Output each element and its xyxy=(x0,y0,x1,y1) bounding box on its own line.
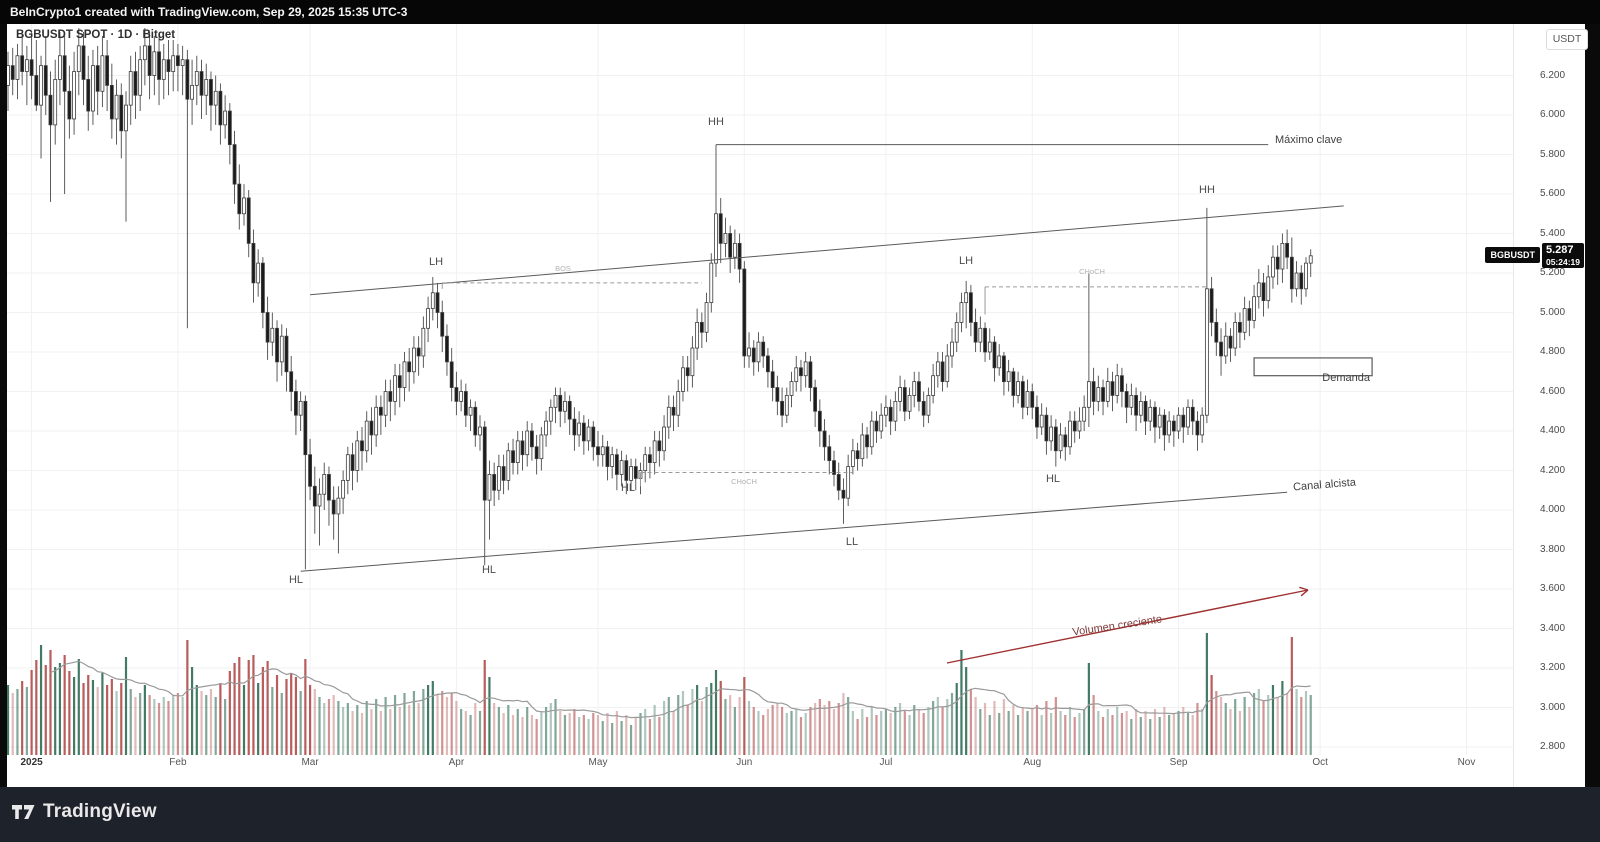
watermark-text: BeInCrypto1 created with TradingView.com… xyxy=(10,5,408,19)
price-tick-label: 4.800 xyxy=(1540,346,1566,357)
annotation-key-high[interactable]: Máximo clave xyxy=(1275,134,1343,146)
symbol-legend[interactable]: BGBUSDT SPOT · 1D · Bitget xyxy=(16,29,176,41)
price-tick-label: 3.600 xyxy=(1540,583,1566,594)
last-price-badge: BGBUSDT 5.287 05:24:19 xyxy=(1485,242,1584,268)
swing-label-hl: HL xyxy=(1045,473,1061,485)
price-tick-label: 5.400 xyxy=(1540,227,1566,239)
demand-zone-rect[interactable] xyxy=(1253,357,1373,377)
footer-bar: TradingView xyxy=(0,787,1600,842)
time-tick-label: Sep xyxy=(1169,757,1188,768)
grid-lines xyxy=(7,24,1513,755)
badge-price: 5.287 xyxy=(1545,243,1574,256)
structure-label-choch: CHoCH xyxy=(1079,267,1105,276)
price-tick-label: 6.000 xyxy=(1540,109,1566,120)
time-tick-label: May xyxy=(588,757,608,768)
price-tick-label: 6.200 xyxy=(1540,69,1566,81)
user-drawings xyxy=(300,144,1373,664)
price-tick-label: 5.600 xyxy=(1540,188,1566,199)
price-tick-label: 4.000 xyxy=(1540,504,1566,515)
time-tick-label: Apr xyxy=(448,757,465,768)
chart-panel xyxy=(7,24,1585,787)
currency-toggle-button[interactable]: USDT xyxy=(1546,29,1588,50)
swing-label-hl: HL xyxy=(481,564,497,576)
structure-label-choch: CHoCH xyxy=(731,477,757,486)
structure-label-bos: BOS xyxy=(555,264,571,273)
swing-label-hl: HL xyxy=(620,482,636,494)
time-tick-label: Jul xyxy=(879,757,893,768)
channel-lower-line[interactable] xyxy=(300,491,1288,572)
rising-volume-arrow[interactable] xyxy=(946,589,1309,664)
price-tick-label: 2.800 xyxy=(1540,741,1566,752)
price-tick-label: 3.200 xyxy=(1540,662,1566,673)
volume-series xyxy=(7,633,1312,755)
price-tick-label: 3.000 xyxy=(1540,701,1566,713)
time-tick-label: Mar xyxy=(301,757,319,768)
price-tick-label: 5.200 xyxy=(1540,267,1566,278)
price-tick-label: 3.400 xyxy=(1540,622,1566,634)
swing-label-hl: HL xyxy=(288,574,304,586)
swing-label-lh: LH xyxy=(958,255,974,267)
tradingview-logo[interactable]: TradingView xyxy=(12,801,157,823)
watermark-header-bar: BeInCrypto1 created with TradingView.com… xyxy=(0,0,1600,24)
badge-countdown-timer: 05:24:19 xyxy=(1545,256,1580,267)
time-tick-label: Jun xyxy=(736,757,753,768)
time-tick-label: Feb xyxy=(169,757,187,768)
tradingview-logo-icon xyxy=(12,805,35,819)
swing-label-ll: LL xyxy=(845,536,859,548)
price-tick-label: 4.200 xyxy=(1540,464,1566,476)
price-axis-divider xyxy=(1513,24,1514,787)
price-tick-label: 4.600 xyxy=(1540,385,1566,397)
price-tick-label: 4.400 xyxy=(1540,425,1566,436)
time-tick-label: Nov xyxy=(1457,757,1476,768)
candlestick-series xyxy=(7,28,1313,570)
volume-ma-line xyxy=(50,660,1311,719)
time-tick-label: Oct xyxy=(1312,757,1328,768)
badge-value-box: 5.287 05:24:19 xyxy=(1541,242,1584,268)
swing-label-lh: LH xyxy=(428,256,444,268)
price-tick-label: 3.800 xyxy=(1540,543,1566,555)
badge-symbol-label: BGBUSDT xyxy=(1485,247,1540,264)
price-tick-label: 5.000 xyxy=(1540,306,1566,318)
plot-area xyxy=(7,24,1513,755)
channel-upper-line[interactable] xyxy=(310,205,1344,296)
annotation-demand[interactable]: Demanda xyxy=(1322,372,1370,384)
time-tick-label: 2025 xyxy=(20,757,43,768)
swing-label-hh: HH xyxy=(1199,184,1215,196)
tradingview-logo-text: TradingView xyxy=(43,801,157,822)
time-tick-label: Aug xyxy=(1023,757,1042,768)
swing-label-hh: HH xyxy=(708,116,724,128)
price-tick-label: 5.800 xyxy=(1540,148,1566,160)
